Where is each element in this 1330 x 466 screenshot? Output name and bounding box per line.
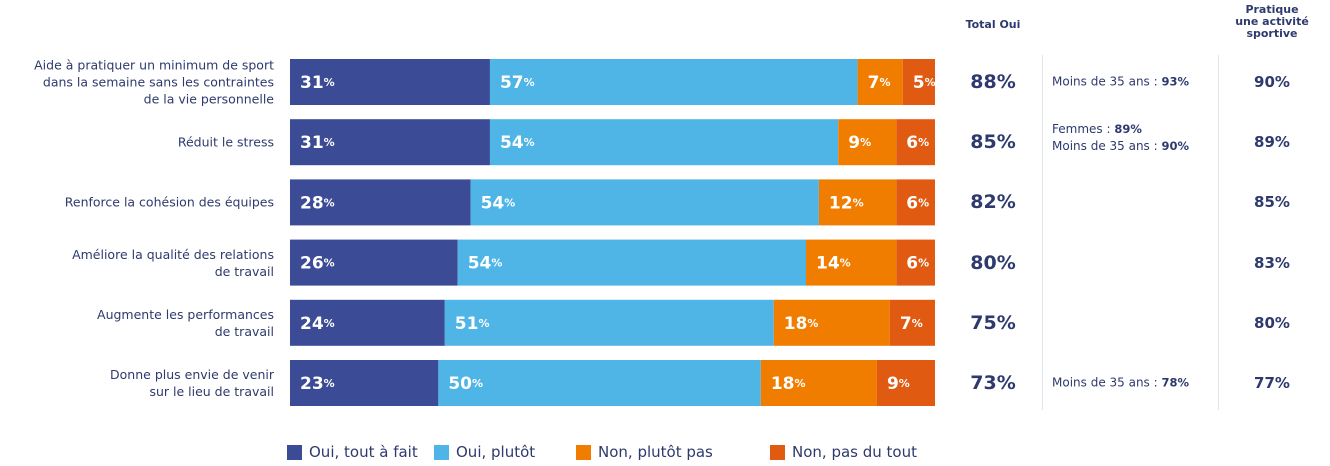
bar-value-label: 6%: [906, 193, 929, 213]
note-line: Moins de 35 ans : 90%: [1052, 138, 1189, 155]
note-line: Moins de 35 ans : 78%: [1052, 375, 1189, 392]
bar-segment: [857, 59, 903, 105]
bar-segment: [489, 119, 839, 166]
note: Moins de 35 ans : 78%: [1052, 375, 1189, 392]
category-label: Donne plus envie de venir sur le lieu de…: [110, 367, 274, 399]
bar-value-label: 54%: [500, 133, 535, 153]
bar-value-label: 18%: [771, 374, 806, 394]
bar-value-label: 5%: [913, 73, 936, 93]
sport-value: 90%: [1254, 73, 1290, 91]
total-value: 80%: [970, 251, 1016, 274]
note: Moins de 35 ans : 93%: [1052, 74, 1189, 91]
legend-swatch: [770, 444, 785, 460]
bar-value-label: 54%: [481, 193, 516, 213]
separator: [1218, 55, 1219, 410]
bar-value-label: 31%: [300, 133, 335, 153]
bar-segment: [902, 59, 935, 105]
bar-value-label: 9%: [848, 133, 871, 153]
total-value: 73%: [970, 372, 1016, 394]
note-line: Femmes : 89%: [1052, 121, 1189, 138]
bar-segment: [889, 299, 935, 346]
legend-swatch: [434, 444, 449, 460]
note: Femmes : 89% Moins de 35 ans : 90%: [1052, 121, 1189, 155]
total-header: Total Oui: [965, 18, 1021, 31]
bar-value-label: 6%: [906, 254, 929, 274]
sport-value: 83%: [1254, 253, 1290, 272]
category-label: Améliore la qualité des relations de tra…: [72, 246, 274, 279]
bar-segment: [290, 119, 490, 166]
total-value: 85%: [970, 131, 1016, 154]
bar-segment: [896, 179, 935, 226]
bar-value-label: 57%: [500, 73, 535, 93]
sport-value: 89%: [1254, 133, 1290, 152]
bar-segment: [896, 239, 935, 286]
note-line: Moins de 35 ans : 93%: [1052, 74, 1189, 91]
bar-value-label: 18%: [784, 314, 819, 334]
legend-item: Oui, tout à fait: [287, 443, 418, 461]
bar-segment: [896, 119, 935, 166]
bar-segment: [290, 59, 490, 105]
bar-segment: [290, 179, 471, 226]
total-value: 88%: [970, 71, 1016, 93]
sport-value: 85%: [1254, 193, 1290, 212]
bar-value-label: 7%: [900, 314, 923, 334]
note-value: 89%: [1114, 122, 1142, 137]
sport-value: 77%: [1254, 374, 1290, 392]
bar-value-label: 9%: [887, 374, 910, 394]
legend-item: Non, plutôt pas: [576, 443, 713, 461]
bar-segment: [438, 360, 761, 406]
bar-segment: [806, 239, 897, 286]
bar-segment: [290, 360, 439, 406]
bar-segment: [489, 59, 858, 105]
bar-segment: [760, 360, 877, 406]
note-text: Moins de 35 ans :: [1052, 375, 1162, 390]
category-label: Augmente les performances de travail: [97, 306, 274, 339]
total-value: 82%: [970, 191, 1016, 214]
note-text: Moins de 35 ans :: [1052, 139, 1162, 154]
bar-value-label: 12%: [829, 193, 864, 213]
bar-value-label: 28%: [300, 193, 335, 213]
bar-segment: [290, 299, 445, 346]
separator: [1042, 55, 1043, 410]
sport-header: Pratique une activité sportive: [1235, 3, 1309, 40]
bar-segment: [470, 179, 819, 226]
legend-label: Oui, plutôt: [456, 443, 536, 461]
note-text: Moins de 35 ans :: [1052, 74, 1162, 89]
legend-swatch: [576, 444, 591, 460]
note-value: 90%: [1161, 139, 1190, 154]
bar-segment: [876, 360, 935, 406]
legend-item: Oui, plutôt: [434, 443, 535, 461]
bar-value-label: 26%: [300, 254, 335, 274]
bar-segment: [838, 119, 897, 166]
legend-swatch: [287, 444, 302, 460]
bar-value-label: 14%: [816, 254, 851, 274]
bar-value-label: 7%: [868, 73, 891, 93]
bar-segment: [773, 299, 890, 346]
note-value: 78%: [1161, 375, 1190, 390]
bar-segment: [290, 239, 458, 286]
category-label: Aide à pratiquer un minimum de sport dan…: [34, 57, 274, 107]
category-label: Réduit le stress: [177, 134, 274, 150]
legend-label: Oui, tout à fait: [309, 443, 418, 461]
note-value: 93%: [1161, 74, 1190, 89]
note-text: Femmes :: [1052, 122, 1115, 137]
bar-value-label: 24%: [300, 314, 335, 334]
bar-value-label: 6%: [906, 133, 929, 153]
bar-value-label: 50%: [448, 374, 483, 394]
sport-value: 80%: [1254, 313, 1290, 332]
bar-value-label: 51%: [455, 314, 490, 334]
bar-segment: [444, 299, 774, 346]
legend-label: Non, plutôt pas: [598, 443, 713, 461]
total-value: 75%: [970, 311, 1016, 334]
legend-label: Non, pas du tout: [792, 443, 917, 461]
bar-value-label: 31%: [300, 73, 335, 93]
category-label: Renforce la cohésion des équipes: [64, 194, 274, 210]
bar-value-label: 54%: [468, 254, 503, 274]
bar-value-label: 23%: [300, 374, 335, 394]
bar-segment: [457, 239, 806, 286]
bar-segment: [818, 179, 897, 226]
legend-item: Non, pas du tout: [770, 443, 917, 461]
